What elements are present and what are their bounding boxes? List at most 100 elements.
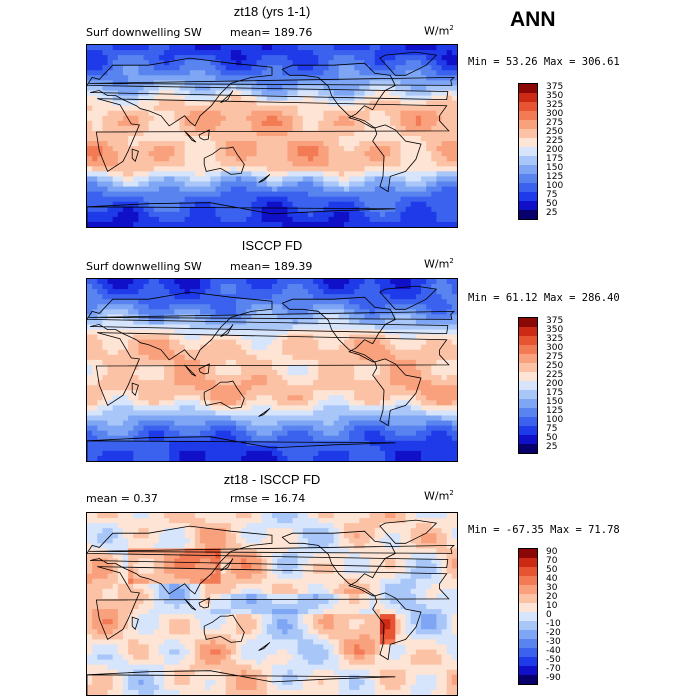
heatmap-cell <box>349 400 355 406</box>
heatmap-cell <box>379 405 386 411</box>
heatmap-cell <box>400 294 407 300</box>
heatmap-cell <box>421 146 427 152</box>
heatmap-cell <box>364 60 371 66</box>
heatmap-cell <box>112 95 119 102</box>
heatmap-cell <box>148 329 155 336</box>
heatmap-cell <box>184 395 191 401</box>
heatmap-cell <box>415 324 422 330</box>
heatmap-cell <box>128 125 134 132</box>
heatmap-cell <box>138 95 144 102</box>
heatmap-cell <box>338 211 345 218</box>
heatmap-cell <box>364 70 371 76</box>
heatmap-cell <box>246 364 252 371</box>
heatmap-cell <box>292 304 299 310</box>
heatmap-cell <box>236 314 242 320</box>
heatmap-cell <box>215 161 222 167</box>
heatmap-cell <box>230 65 237 71</box>
heatmap-cell <box>426 304 432 310</box>
heatmap-cell <box>328 284 335 290</box>
heatmap-cell <box>174 166 180 172</box>
heatmap-cell <box>256 314 263 320</box>
heatmap-cell <box>153 70 160 76</box>
heatmap-cell <box>112 344 119 351</box>
heatmap-cell <box>210 415 216 421</box>
heatmap-cell <box>431 294 437 300</box>
heatmap-cell <box>410 380 417 386</box>
heatmap-cell <box>128 349 134 356</box>
heatmap-cell <box>395 100 401 107</box>
heatmap-cell <box>369 334 376 341</box>
heatmap-cell <box>415 130 422 137</box>
heatmap-cell <box>395 191 401 198</box>
heatmap-cell <box>374 309 381 315</box>
heatmap-cell <box>97 90 103 96</box>
heatmap-cell <box>297 349 304 356</box>
heatmap-cell <box>266 324 273 330</box>
heatmap-cell <box>200 65 206 71</box>
heatmap-cell <box>215 100 222 107</box>
heatmap-cell <box>133 400 139 406</box>
heatmap-cell <box>143 105 150 112</box>
heatmap-cell <box>133 216 139 223</box>
heatmap-cell <box>272 60 278 66</box>
heatmap-cell <box>148 410 155 416</box>
heatmap-cell <box>251 186 257 193</box>
heatmap-cell <box>236 60 242 66</box>
heatmap-cell <box>354 354 360 361</box>
heatmap-cell <box>400 334 407 341</box>
heatmap-cell <box>158 324 165 330</box>
heatmap-cell <box>369 191 376 198</box>
heatmap-cell <box>194 334 201 341</box>
heatmap-cell <box>200 100 206 107</box>
heatmap-cell <box>194 70 201 76</box>
heatmap-cell <box>158 95 165 102</box>
heatmap-cell <box>236 395 242 401</box>
colorbar-segment <box>519 129 537 138</box>
heatmap-cell <box>194 279 201 285</box>
heatmap-cell <box>164 304 170 310</box>
heatmap-cell <box>272 299 278 305</box>
heatmap-cell <box>148 125 155 132</box>
heatmap-cell <box>441 85 448 91</box>
heatmap-cell <box>164 349 170 356</box>
heatmap-cell <box>333 191 340 198</box>
heatmap-cell <box>277 435 283 442</box>
heatmap-cell <box>184 211 191 218</box>
heatmap-cell <box>359 196 365 203</box>
heatmap-cell <box>148 166 155 172</box>
heatmap-cell <box>446 80 453 86</box>
heatmap-cell <box>302 65 309 71</box>
heatmap-cell <box>138 181 144 187</box>
heatmap-cell <box>307 425 314 432</box>
heatmap-cell <box>148 299 155 305</box>
heatmap-cell <box>369 110 376 117</box>
heatmap-cell <box>246 115 252 122</box>
heatmap-cell <box>415 136 422 142</box>
heatmap-cell <box>313 65 319 71</box>
heatmap-cell <box>272 156 278 162</box>
heatmap-cell <box>102 410 108 416</box>
heatmap-cell <box>122 289 129 295</box>
heatmap-cell <box>246 380 252 386</box>
heatmap-cell <box>148 344 155 351</box>
heatmap-cell <box>112 201 119 208</box>
heatmap-cell <box>338 171 345 177</box>
heatmap-cell <box>441 354 448 361</box>
heatmap-cell <box>395 314 401 320</box>
heatmap-cell <box>112 375 119 381</box>
heatmap-cell <box>256 354 263 361</box>
heatmap-cell <box>256 55 263 61</box>
heatmap-cell <box>272 359 278 366</box>
heatmap-cell <box>128 405 134 411</box>
heatmap-cell <box>87 45 93 51</box>
heatmap-cell <box>97 294 103 300</box>
heatmap-cell <box>112 211 119 218</box>
heatmap-cell <box>179 196 186 203</box>
heatmap-cell <box>349 364 355 371</box>
heatmap-cell <box>349 146 355 152</box>
coastline <box>203 146 245 175</box>
heatmap-cell <box>436 136 442 142</box>
heatmap-cell <box>184 221 191 227</box>
heatmap-cell <box>174 191 180 198</box>
heatmap-cell <box>117 181 124 187</box>
